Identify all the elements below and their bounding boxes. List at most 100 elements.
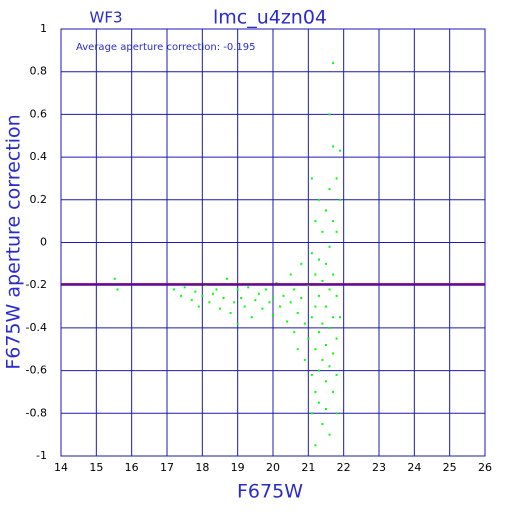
point — [325, 380, 327, 383]
y-tick-label: -1 — [36, 449, 47, 462]
x-tick-label: 19 — [231, 461, 245, 474]
point — [325, 343, 327, 346]
point — [286, 320, 289, 323]
point — [296, 348, 299, 351]
point — [332, 316, 335, 319]
point — [201, 294, 204, 297]
x-tick-label: 26 — [478, 461, 492, 474]
point — [310, 177, 313, 180]
point — [317, 198, 320, 201]
point — [303, 358, 306, 361]
point — [328, 433, 331, 436]
point — [328, 245, 331, 248]
point — [204, 284, 207, 287]
point — [197, 305, 200, 308]
point — [261, 307, 264, 310]
point — [335, 177, 338, 180]
point — [332, 273, 335, 276]
point — [229, 311, 232, 314]
point — [317, 331, 320, 334]
point — [254, 299, 257, 302]
point — [332, 62, 335, 65]
point — [268, 301, 271, 304]
point — [328, 326, 331, 329]
y-tick-label: 0.2 — [30, 193, 48, 206]
x-tick-label: 25 — [443, 461, 457, 474]
point — [173, 288, 176, 291]
point — [293, 288, 296, 291]
point — [314, 305, 317, 308]
point — [314, 390, 317, 393]
point — [194, 290, 197, 293]
point — [307, 284, 310, 287]
point — [317, 258, 320, 261]
point — [317, 294, 320, 297]
point — [310, 252, 313, 255]
point — [332, 390, 335, 393]
point — [243, 305, 246, 308]
y-tick-label: 0.4 — [30, 150, 48, 163]
point — [335, 337, 338, 340]
y-tick-label: 1 — [40, 22, 47, 35]
point — [113, 277, 116, 280]
x-tick-label: 18 — [195, 461, 209, 474]
x-tick-label: 15 — [89, 461, 103, 474]
point — [328, 288, 331, 291]
point — [289, 301, 292, 304]
point — [183, 286, 186, 289]
point — [222, 297, 225, 300]
point — [325, 209, 327, 212]
y-tick-label: 0.6 — [30, 107, 48, 120]
point — [300, 297, 303, 300]
point — [116, 288, 119, 291]
point — [332, 352, 335, 355]
point — [321, 422, 324, 425]
point — [314, 273, 317, 276]
point — [236, 322, 239, 325]
x-tick-label: 22 — [337, 461, 351, 474]
point — [325, 305, 327, 308]
point — [335, 294, 338, 297]
point — [293, 331, 296, 334]
plot-frame — [60, 28, 486, 457]
point — [310, 412, 313, 415]
point — [279, 305, 282, 308]
point — [215, 288, 218, 291]
point — [335, 412, 338, 415]
point — [296, 311, 299, 314]
point — [275, 282, 278, 285]
point — [303, 322, 306, 325]
point — [264, 288, 267, 291]
point — [226, 277, 229, 280]
point — [325, 408, 327, 411]
point — [272, 314, 274, 317]
point — [328, 365, 331, 368]
x-tick-label: 21 — [301, 461, 315, 474]
point — [321, 279, 324, 282]
point — [317, 401, 320, 404]
point — [272, 297, 274, 300]
point — [335, 373, 338, 376]
chart-subtitle: WF3 — [89, 9, 122, 27]
point — [250, 316, 253, 319]
x-tick-label: 20 — [266, 461, 280, 474]
y-tick-label: -0.6 — [26, 364, 47, 377]
point — [190, 299, 193, 302]
point — [240, 297, 243, 300]
point — [328, 188, 331, 191]
point — [208, 301, 211, 304]
point — [325, 262, 327, 265]
point — [310, 316, 313, 319]
point — [289, 273, 292, 276]
point — [257, 292, 260, 295]
chart-title: lmc_u4zn04 — [213, 7, 327, 29]
point — [321, 322, 324, 325]
point — [180, 294, 183, 297]
point — [219, 307, 221, 310]
x-tick-label: 17 — [160, 461, 174, 474]
x-tick-label: 24 — [407, 461, 421, 474]
point — [339, 316, 342, 319]
point — [339, 198, 342, 201]
annotation: Average aperture correction: -0.195 — [76, 42, 256, 53]
